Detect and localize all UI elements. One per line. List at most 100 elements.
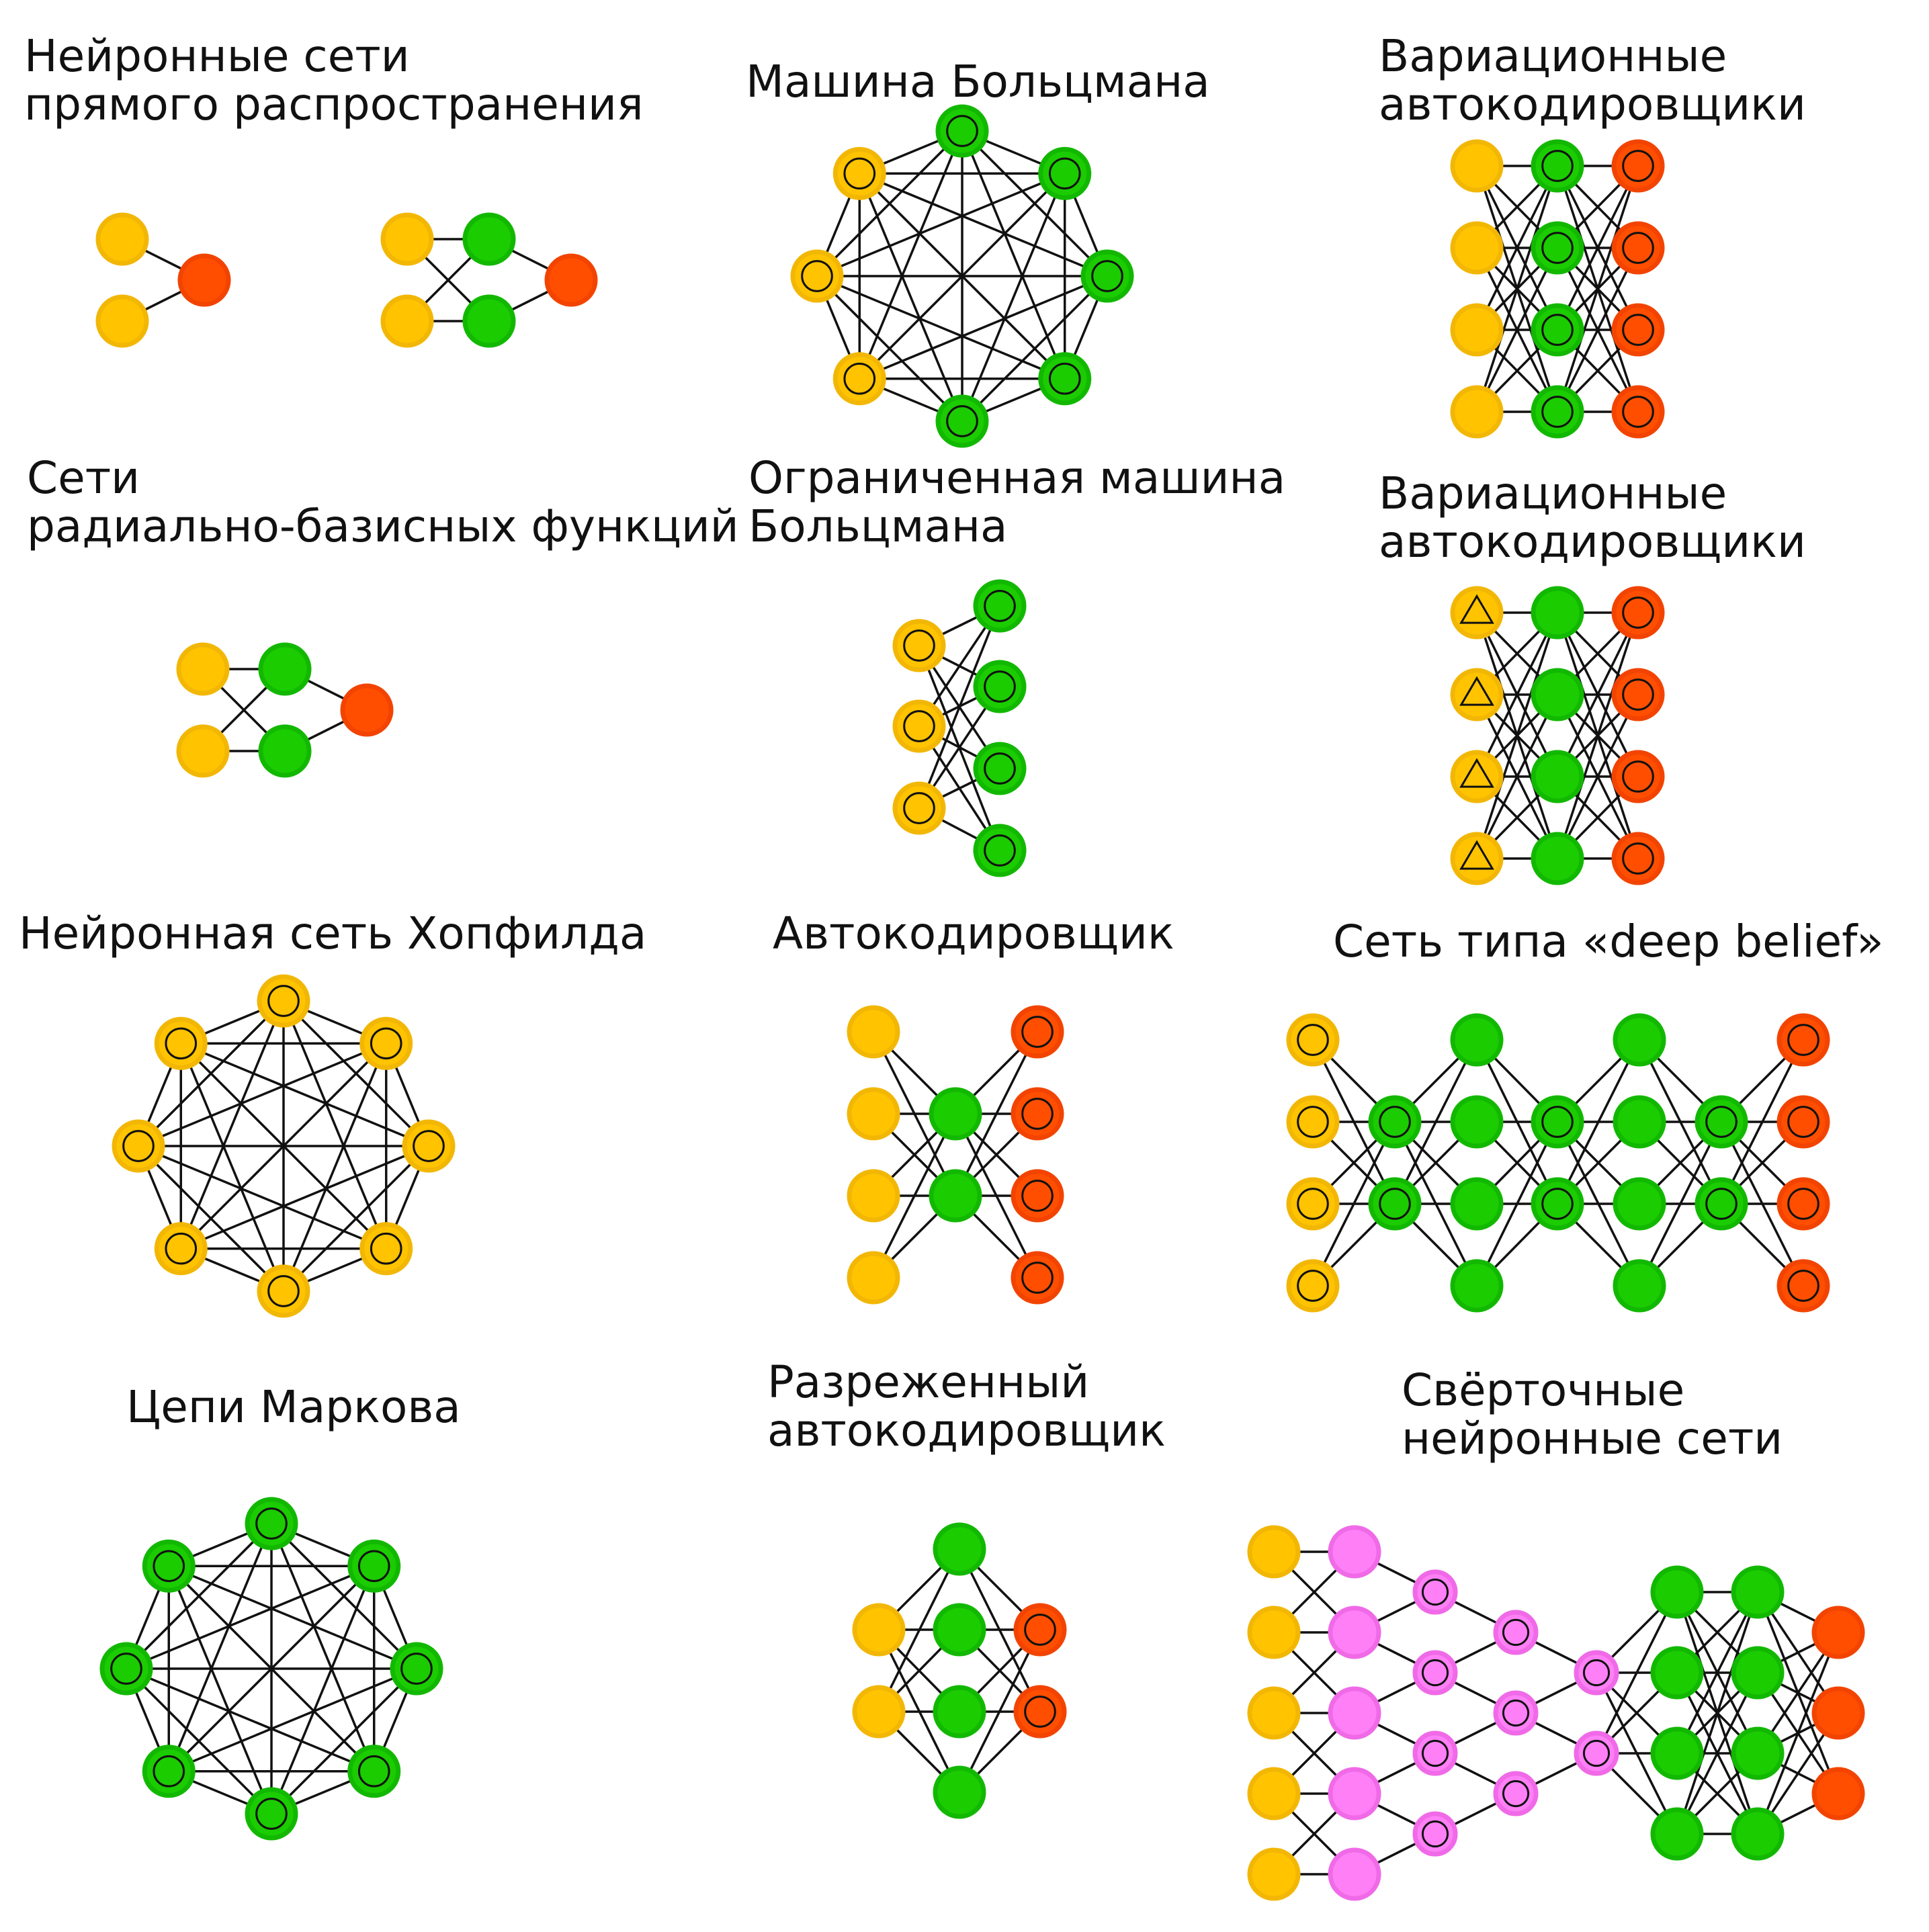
markov-chain-hidden-neuron (347, 1539, 401, 1593)
vae-2-connection (1475, 694, 1559, 859)
sparse-autoencoder-connection (877, 1548, 961, 1712)
boltzmann-machine-connection (859, 275, 1108, 380)
radial-basis-input-neuron (176, 724, 230, 778)
inner-circle-icon (903, 629, 935, 662)
hopfield-input-neuron (257, 1264, 310, 1318)
vae-1-input-neuron (1450, 385, 1504, 439)
convolutional-connection (1676, 1591, 1759, 1754)
autoencoder-hidden-neuron (929, 1087, 982, 1141)
boltzmann-machine-connection (858, 173, 963, 422)
inner-circle-icon (1622, 232, 1654, 264)
inner-circle-icon (1297, 1024, 1329, 1056)
deep-belief-input-neuron (1286, 1013, 1340, 1067)
boltzmann-machine-input-neuron (832, 146, 886, 200)
inner-circle-icon (255, 1798, 288, 1830)
inner-circle-icon (1705, 1188, 1738, 1220)
neurons-layer (95, 104, 1865, 1901)
vae-2-output-neuron (1611, 750, 1665, 803)
sparse-autoencoder-connection (958, 1629, 1041, 1793)
inner-circle-icon (153, 1755, 185, 1788)
sparse-autoencoder-hidden-neuron (933, 1603, 986, 1657)
vae-1-connection (1475, 165, 1559, 331)
title-vae-2-line-2: автокодировщики (1379, 516, 1806, 568)
inner-circle-icon (1787, 1106, 1819, 1138)
convolutional-output-neuron (1811, 1767, 1865, 1820)
vae-1-input-neuron (1450, 139, 1504, 193)
radial-basis-hidden-neuron (258, 642, 312, 696)
vae-2-connection (1556, 694, 1639, 859)
autoencoder-hidden-neuron (929, 1169, 982, 1223)
radial-basis-output-neuron (340, 683, 394, 737)
title-markov-chain: Цепи Маркова (126, 1381, 461, 1433)
convolutional-connection (1595, 1591, 1678, 1754)
vae-2-connection (1556, 612, 1639, 777)
hopfield-input-neuron (257, 974, 310, 1028)
autoencoder-output-neuron (1011, 1169, 1064, 1223)
convolutional-convolution-neuron (1328, 1606, 1381, 1659)
inner-circle-icon (1622, 150, 1654, 182)
inner-circle-icon (1622, 396, 1654, 428)
markov-chain-connection (126, 1667, 375, 1773)
boltzmann-machine-connection (859, 173, 1066, 380)
inner-circle-icon (357, 1755, 390, 1788)
hopfield-input-neuron (359, 1222, 413, 1276)
title-autoencoder-line-1: Автокодировщик (773, 908, 1174, 959)
inner-circle-icon (122, 1130, 155, 1162)
inner-circle-icon (1021, 1262, 1054, 1294)
title-feed-forward: Нейронные сети прямого распространения (24, 30, 644, 130)
restricted-boltzmann-hidden-neuron (973, 660, 1027, 713)
convolutional-hidden-neuron (1650, 1807, 1704, 1861)
markov-chain-connection (125, 1667, 273, 1815)
deep-belief-hidden-neuron (1450, 1013, 1504, 1067)
vae-1-output-neuron (1611, 221, 1665, 275)
deep-belief-output-neuron (1776, 1013, 1830, 1067)
convolutional-connection (1756, 1632, 1840, 1835)
deep-belief-output-neuron (1776, 1259, 1830, 1313)
inner-circle-icon (370, 1027, 402, 1060)
inner-circle-icon (1421, 1820, 1449, 1848)
convolutional-input-neuron (1247, 1525, 1301, 1579)
inner-circle-icon (1421, 1578, 1449, 1606)
markov-chain-hidden-neuron (99, 1642, 153, 1696)
markov-chain-connection (168, 1667, 417, 1773)
deep-belief-hidden-neuron (1695, 1095, 1748, 1149)
title-deep-belief-line-1: Сеть типа «deep belief» (1333, 916, 1884, 967)
boltzmann-machine-connection (961, 173, 1066, 422)
vae-1-connection (1556, 165, 1639, 412)
convolutional-input-neuron (1247, 1686, 1301, 1740)
markov-chain-hidden-neuron (142, 1539, 196, 1593)
inner-circle-icon (1622, 760, 1654, 793)
vae-2-connection (1556, 612, 1639, 859)
markov-chain-connection (270, 1565, 376, 1814)
inner-circle-icon (1024, 1696, 1056, 1728)
inner-circle-icon (1502, 1699, 1530, 1727)
inner-circle-icon (946, 405, 978, 437)
restricted-boltzmann-hidden-neuron (973, 579, 1027, 633)
deep-belief-hidden-neuron (1613, 1177, 1666, 1231)
deep-belief-hidden-neuron (1695, 1177, 1748, 1231)
inner-circle-icon (165, 1232, 198, 1265)
hopfield-connection (282, 1043, 388, 1292)
inner-circle-icon (903, 792, 935, 824)
convolutional-convolution-neuron (1412, 1650, 1458, 1696)
inner-circle-icon (1622, 314, 1654, 346)
autoencoder-output-neuron (1011, 1087, 1064, 1141)
deep-belief-hidden-neuron (1450, 1177, 1504, 1231)
deep-belief-connection (1312, 1121, 1396, 1286)
vae-1-connection (1556, 247, 1639, 412)
autoencoder-input-neuron (847, 1169, 900, 1223)
convolutional-convolution-neuron (1412, 1569, 1458, 1615)
deep-belief-connection (1475, 1121, 1559, 1286)
inner-circle-icon (1421, 1659, 1449, 1687)
hopfield-connection (282, 1000, 388, 1249)
autoencoder-connection (954, 1031, 1039, 1196)
autoencoder-input-neuron (847, 1087, 900, 1141)
convolutional-hidden-neuron (1650, 1726, 1704, 1780)
boltzmann-machine-input-neuron (832, 352, 886, 406)
vae-1-connection (1475, 165, 1559, 412)
convolutional-connection (1676, 1672, 1759, 1835)
inner-circle-icon (1541, 396, 1574, 428)
radial-basis-input-neuron (176, 642, 230, 696)
sparse-autoencoder-hidden-neuron (933, 1522, 986, 1576)
inner-circle-icon (400, 1653, 433, 1685)
